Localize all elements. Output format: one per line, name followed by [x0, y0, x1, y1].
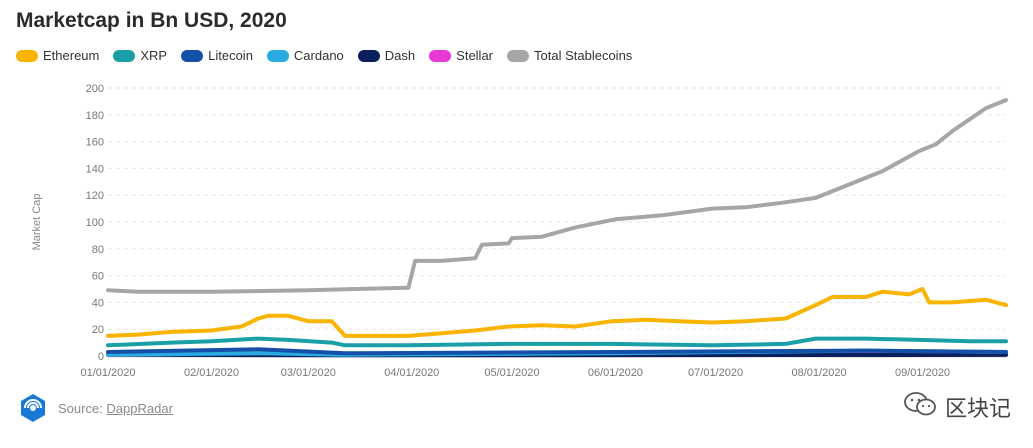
legend-swatch	[181, 49, 204, 62]
watermark: 区块记	[903, 390, 1011, 424]
x-tick-label: 01/01/2020	[80, 367, 135, 379]
legend-item-stellar[interactable]: Stellar	[429, 48, 493, 63]
legend-swatch	[429, 49, 452, 62]
x-tick-label: 05/01/2020	[484, 367, 539, 379]
y-tick-label: 120	[86, 190, 104, 202]
series-line-total-stablecoins	[106, 98, 1008, 294]
legend-item-xrp[interactable]: XRP	[113, 48, 167, 63]
legend-label: Total Stablecoins	[534, 48, 633, 63]
y-tick-label: 40	[92, 297, 104, 309]
legend-label: Stellar	[456, 48, 494, 63]
x-tick-label: 06/01/2020	[588, 367, 643, 379]
wechat-icon	[903, 390, 939, 424]
legend-item-dash[interactable]: Dash	[357, 48, 416, 63]
watermark-text: 区块记	[944, 397, 1011, 422]
x-tick-label: 09/01/2020	[895, 367, 950, 379]
legend-swatch	[113, 49, 136, 62]
source-link[interactable]: DappRadar	[106, 400, 173, 416]
y-tick-label: 160	[86, 137, 104, 149]
y-tick-label: 60	[92, 271, 104, 283]
y-tick-label: 80	[92, 244, 104, 256]
dappradar-logo-icon	[18, 393, 48, 423]
x-tick-label: 07/01/2020	[688, 367, 743, 379]
x-tick-label: 02/01/2020	[184, 367, 239, 379]
series-line-litecoin	[106, 347, 1008, 356]
x-tick-label: 04/01/2020	[384, 367, 439, 379]
y-tick-label: 180	[86, 110, 104, 122]
x-tick-label: 03/01/2020	[281, 367, 336, 379]
series-line-ethereum	[106, 287, 1008, 338]
legend-item-total-stablecoins[interactable]: Total Stablecoins	[507, 48, 632, 63]
line-chart: 0 20 40 60 80 100 120 140 160 180 200 Market Cap 01/…	[31, 83, 1008, 379]
y-tick-label: 100	[86, 217, 104, 229]
legend-swatch	[266, 49, 289, 62]
source-label: Source: DappRadar	[58, 400, 173, 416]
y-tick-label: 140	[86, 163, 104, 175]
y-tick-label: 0	[98, 351, 104, 363]
y-tick-label: 200	[86, 83, 104, 95]
legend-swatch	[16, 49, 38, 62]
legend-label: XRP	[140, 48, 168, 63]
legend-item-litecoin[interactable]: Litecoin	[181, 48, 253, 63]
y-tick-label: 20	[92, 324, 104, 336]
y-axis-label: Market Cap	[31, 194, 43, 251]
legend-swatch	[357, 49, 380, 62]
chart-legend: Ethereum XRP Litecoin Cardano Dash Stellar Tot…	[16, 48, 632, 63]
legend-swatch	[507, 49, 530, 62]
series-line-xrp	[106, 336, 1008, 348]
x-tick-label: 08/01/2020	[792, 367, 847, 379]
legend-label: Dash	[384, 48, 416, 63]
legend-label: Litecoin	[208, 48, 253, 63]
source-footer: Source: DappRadar	[18, 393, 173, 423]
chart-title: Marketcap in Bn USD, 2020	[16, 9, 287, 32]
legend-item-cardano[interactable]: Cardano	[266, 48, 344, 63]
legend-label: Cardano	[293, 48, 344, 63]
legend-label: Ethereum	[43, 48, 100, 63]
legend-item-ethereum[interactable]: Ethereum	[16, 48, 99, 63]
